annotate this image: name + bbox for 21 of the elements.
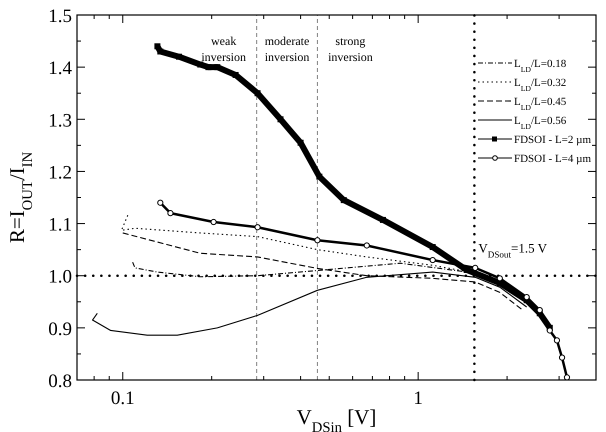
y-tick-label: 0.8 — [48, 371, 72, 392]
y-tick-label: 1.1 — [48, 214, 72, 236]
ref-line-label: V$_{DSout}$=1.5 V — [478, 240, 548, 260]
x-tick-label: 1 — [413, 388, 423, 409]
legend-label: L$_{LD}$/L=0.45 — [514, 96, 567, 112]
annotation: strong inversion — [328, 34, 373, 64]
x-axis-title: V$_{DSin}$ [V] — [296, 405, 376, 432]
y-tick-label: 1.2 — [48, 162, 72, 184]
legend-label: FDSOI - L=4 µm — [514, 153, 592, 165]
legend-label: L$_{LD}$/L=0.32 — [514, 77, 566, 92]
legend-label: FDSOI - L=2 µm — [514, 134, 592, 146]
annotation: moderate inversion — [264, 34, 310, 64]
y-tick-label: 1.0 — [48, 266, 72, 288]
y-tick-label: 1.5 — [48, 6, 72, 27]
y-tick-label: 1.4 — [48, 58, 72, 80]
y-tick-label: 0.9 — [48, 318, 72, 340]
annotation: weak inversion — [201, 34, 246, 64]
legend-label: L$_{LD}$/L=0.56 — [514, 115, 567, 130]
x-tick-label: 0.1 — [110, 388, 135, 409]
y-tick-label: 1.3 — [48, 110, 72, 132]
legend-label: L$_{LD}$/L=0.18 — [514, 58, 567, 74]
